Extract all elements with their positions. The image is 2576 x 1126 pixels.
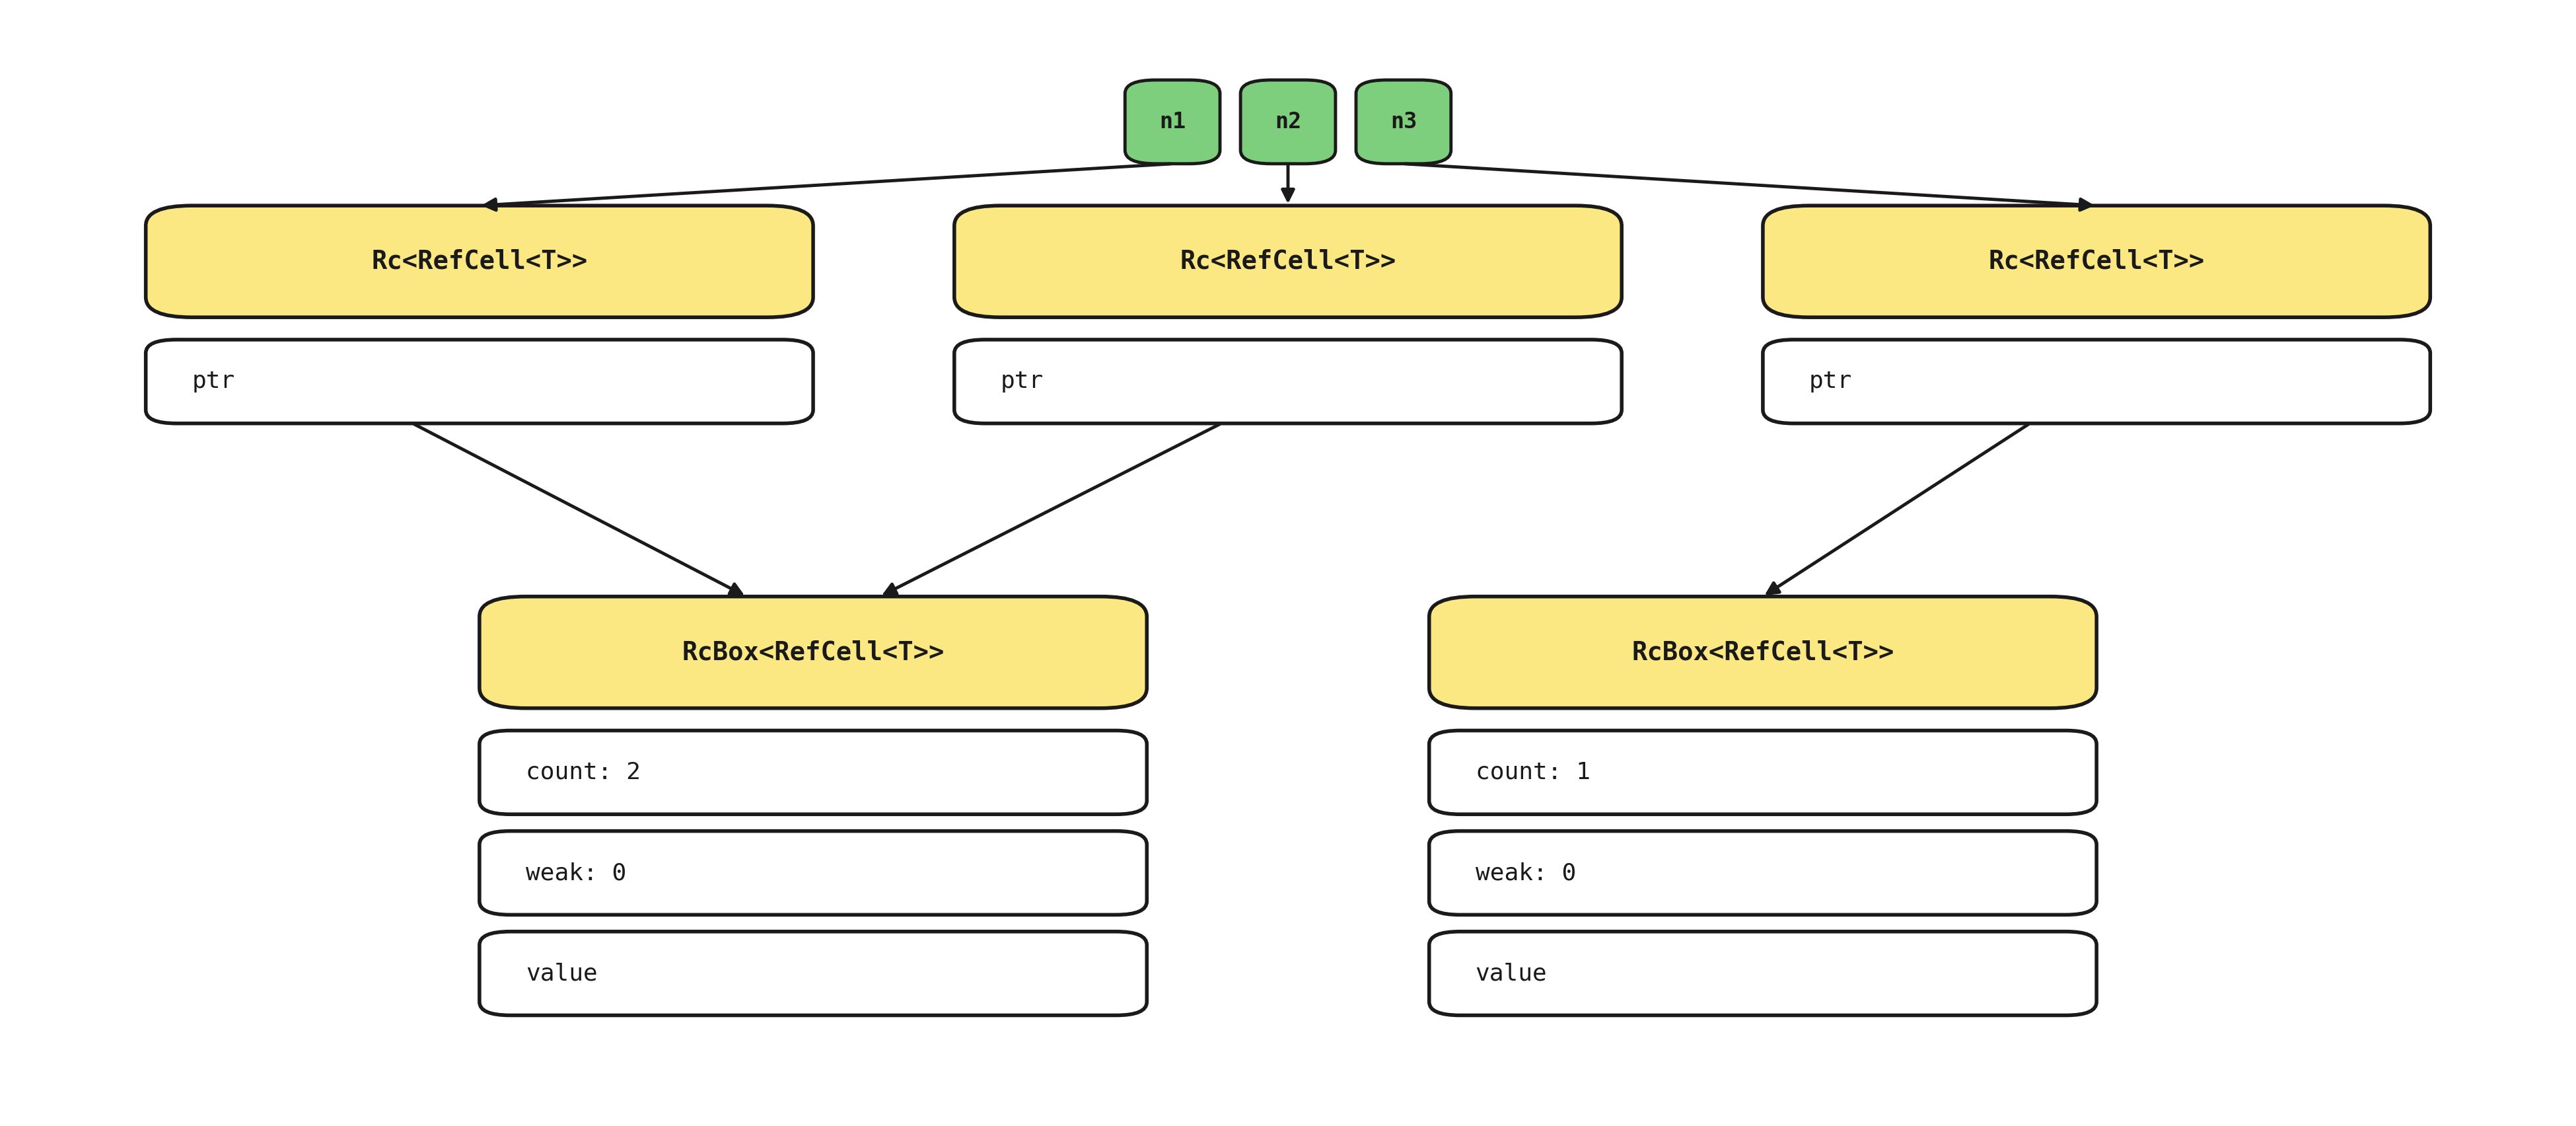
FancyBboxPatch shape xyxy=(1126,80,1221,163)
FancyBboxPatch shape xyxy=(953,206,1623,318)
FancyBboxPatch shape xyxy=(1762,206,2429,318)
FancyBboxPatch shape xyxy=(147,206,814,318)
Text: Rc<RefCell<T>>: Rc<RefCell<T>> xyxy=(1180,249,1396,274)
FancyBboxPatch shape xyxy=(1242,80,1334,163)
FancyBboxPatch shape xyxy=(479,731,1146,814)
Text: value: value xyxy=(1476,963,1548,984)
FancyBboxPatch shape xyxy=(147,340,814,423)
Text: ptr: ptr xyxy=(193,370,234,393)
FancyBboxPatch shape xyxy=(479,831,1146,914)
Text: ptr: ptr xyxy=(1808,370,1852,393)
Text: n1: n1 xyxy=(1159,111,1185,133)
FancyBboxPatch shape xyxy=(1430,731,2097,814)
FancyBboxPatch shape xyxy=(1355,80,1450,163)
FancyBboxPatch shape xyxy=(953,340,1623,423)
FancyBboxPatch shape xyxy=(1430,831,2097,914)
Text: RcBox<RefCell<T>>: RcBox<RefCell<T>> xyxy=(683,640,945,664)
Text: Rc<RefCell<T>>: Rc<RefCell<T>> xyxy=(1989,249,2205,274)
Text: count: 1: count: 1 xyxy=(1476,761,1589,784)
Text: RcBox<RefCell<T>>: RcBox<RefCell<T>> xyxy=(1631,640,1893,664)
Text: n3: n3 xyxy=(1391,111,1417,133)
Text: value: value xyxy=(526,963,598,984)
Text: ptr: ptr xyxy=(999,370,1043,393)
Text: weak: 0: weak: 0 xyxy=(1476,861,1577,884)
Text: Rc<RefCell<T>>: Rc<RefCell<T>> xyxy=(371,249,587,274)
Text: weak: 0: weak: 0 xyxy=(526,861,626,884)
FancyBboxPatch shape xyxy=(479,931,1146,1016)
FancyBboxPatch shape xyxy=(1430,931,2097,1016)
FancyBboxPatch shape xyxy=(1430,597,2097,708)
Text: n2: n2 xyxy=(1275,111,1301,133)
FancyBboxPatch shape xyxy=(479,597,1146,708)
FancyBboxPatch shape xyxy=(1762,340,2429,423)
Text: count: 2: count: 2 xyxy=(526,761,641,784)
